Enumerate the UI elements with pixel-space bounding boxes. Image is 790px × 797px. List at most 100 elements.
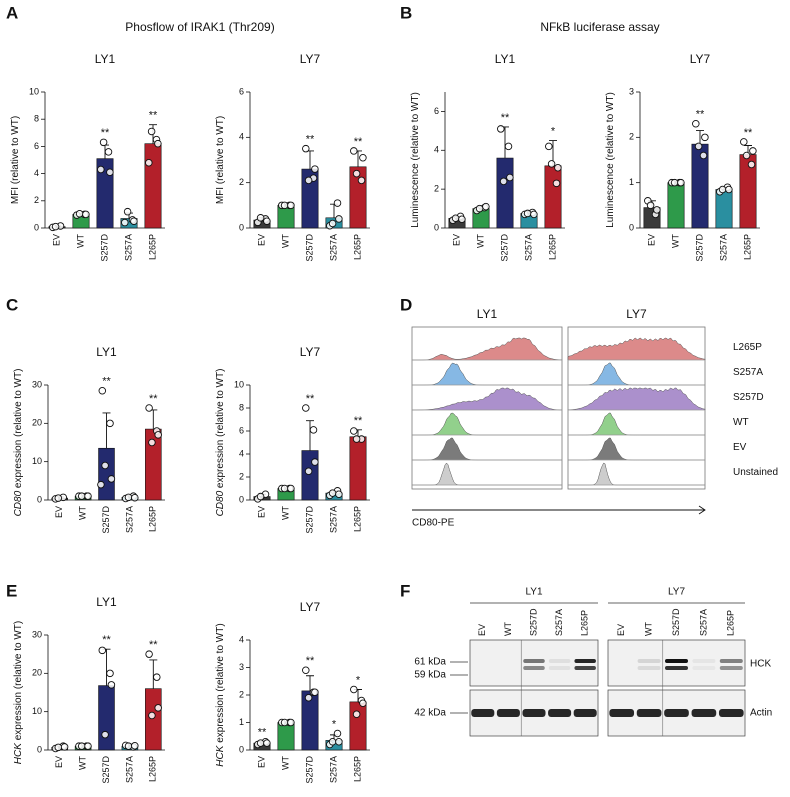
flow-histogram bbox=[568, 362, 705, 386]
blot-band bbox=[692, 666, 716, 670]
blot-band bbox=[637, 659, 661, 663]
x-tick-label: S257D bbox=[499, 234, 509, 262]
significance: ** bbox=[258, 727, 267, 739]
data-point bbox=[280, 718, 289, 727]
y-tick-label: 8 bbox=[34, 114, 39, 124]
y-axis-label-text: expression (relative to WT) bbox=[215, 369, 226, 491]
data-point bbox=[124, 742, 133, 750]
x-tick-label: EV bbox=[451, 234, 461, 246]
flow-row-label: Unstained bbox=[733, 467, 778, 478]
y-axis-label-gene: HCK bbox=[13, 742, 24, 764]
error-bar bbox=[149, 409, 158, 430]
y-tick-label: 0 bbox=[34, 222, 39, 232]
blot-band bbox=[691, 709, 717, 717]
data-point bbox=[107, 681, 116, 689]
x-tick-label: S257A bbox=[124, 506, 134, 533]
blot-band bbox=[637, 666, 661, 670]
blot-lane-label: S257D bbox=[671, 608, 681, 636]
flow-frame bbox=[567, 326, 706, 490]
y-tick-label: 10 bbox=[32, 706, 42, 716]
data-point bbox=[328, 738, 337, 746]
data-point bbox=[77, 492, 86, 500]
x-tick-label: WT bbox=[77, 756, 87, 770]
data-point bbox=[311, 688, 319, 697]
data-point bbox=[335, 738, 343, 746]
x-tick-label: S257A bbox=[523, 234, 533, 261]
flow-histogram bbox=[412, 437, 562, 461]
y-tick-label: 20 bbox=[32, 668, 42, 678]
data-point bbox=[256, 492, 265, 501]
blot-group-label: LY7 bbox=[668, 587, 685, 598]
significance: ** bbox=[501, 112, 510, 124]
blot-lane-label: EV bbox=[477, 624, 487, 636]
data-point bbox=[677, 178, 685, 187]
data-point bbox=[504, 142, 513, 151]
data-point bbox=[304, 467, 313, 476]
blot-protein-label: Actin bbox=[750, 708, 772, 719]
y-tick-label: 1 bbox=[629, 177, 634, 187]
panel-letter: E bbox=[6, 581, 17, 600]
data-point bbox=[694, 142, 703, 151]
data-point bbox=[699, 151, 708, 160]
data-point bbox=[153, 673, 161, 681]
y-axis-label-text: Luminescence (relative to WT) bbox=[605, 92, 616, 228]
y-axis-label-text: expression (relative to WT) bbox=[215, 623, 226, 745]
x-tick-label: S257D bbox=[101, 506, 111, 534]
data-point bbox=[302, 666, 310, 675]
flow-x-label: CD80-PE bbox=[412, 518, 455, 529]
flow-histogram bbox=[411, 387, 563, 411]
flow-column-title: LY1 bbox=[477, 307, 498, 321]
data-point bbox=[554, 164, 562, 172]
y-tick-label: 3 bbox=[239, 662, 244, 672]
data-point bbox=[84, 492, 92, 500]
y-tick-label: 0 bbox=[37, 494, 42, 504]
data-point bbox=[60, 743, 69, 751]
data-point bbox=[530, 210, 538, 219]
y-axis-label-text: MFI (relative to WT) bbox=[10, 116, 21, 204]
y-tick-label: 2 bbox=[239, 471, 244, 481]
x-tick-label: WT bbox=[670, 234, 680, 248]
data-point bbox=[98, 387, 107, 395]
blot-group-label: LY1 bbox=[525, 587, 542, 598]
y-tick-label: 10 bbox=[32, 456, 42, 466]
blot-band bbox=[718, 709, 744, 717]
flow-frame bbox=[411, 326, 563, 490]
data-point bbox=[309, 426, 318, 434]
data-point bbox=[653, 206, 661, 214]
x-tick-label: S257A bbox=[328, 756, 338, 783]
y-tick-label: 30 bbox=[32, 379, 42, 389]
data-point bbox=[451, 214, 460, 223]
data-point bbox=[256, 214, 265, 222]
flow-histogram bbox=[567, 387, 706, 411]
x-tick-label: EV bbox=[646, 234, 656, 246]
significance: ** bbox=[101, 127, 110, 139]
y-tick-label: 4 bbox=[239, 448, 244, 458]
data-point bbox=[147, 127, 156, 136]
bar bbox=[349, 436, 367, 501]
x-tick-label: EV bbox=[256, 506, 266, 518]
x-tick-label: S257A bbox=[328, 234, 338, 261]
panel-letter: A bbox=[6, 3, 18, 22]
data-point bbox=[350, 427, 358, 435]
blot-lane-label: S257A bbox=[554, 609, 564, 636]
y-tick-label: 6 bbox=[34, 141, 39, 151]
data-point bbox=[718, 185, 727, 194]
data-point bbox=[328, 489, 337, 497]
data-point bbox=[97, 480, 105, 489]
data-point bbox=[352, 169, 361, 178]
significance: ** bbox=[354, 415, 363, 427]
y-tick-label: 10 bbox=[29, 86, 39, 96]
data-point bbox=[350, 147, 358, 155]
x-tick-label: S257D bbox=[304, 756, 314, 784]
y-tick-label: 4 bbox=[34, 168, 39, 178]
data-point bbox=[124, 493, 133, 502]
data-point bbox=[106, 669, 114, 678]
error-bar bbox=[306, 675, 314, 691]
x-tick-label: S257A bbox=[124, 756, 134, 783]
x-tick-label: L265P bbox=[742, 234, 752, 260]
x-tick-label: L265P bbox=[148, 756, 158, 782]
x-tick-label: L265P bbox=[352, 756, 362, 782]
x-tick-label: EV bbox=[54, 506, 64, 518]
blot-band bbox=[496, 709, 520, 717]
